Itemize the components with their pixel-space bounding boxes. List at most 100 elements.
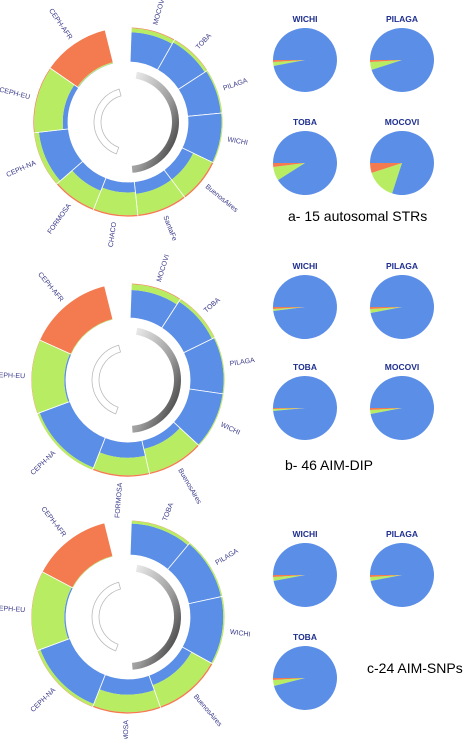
ring-label-wichi: WICHI xyxy=(227,136,249,146)
ring-bar-orange xyxy=(56,183,94,211)
pie-slice-green xyxy=(370,408,402,414)
ring-label-mocovi: MOCOVI xyxy=(156,254,171,283)
ring-segment-ceph-afr xyxy=(39,285,114,355)
ring-bar-blue xyxy=(182,596,224,664)
pie-slice-orange xyxy=(370,163,402,173)
pie-slice-orange xyxy=(370,575,402,578)
ring-bar-green xyxy=(93,452,150,476)
pie-title: PILAGA xyxy=(386,14,418,24)
pie-slice-green xyxy=(273,575,305,581)
ring-bar-blue xyxy=(157,42,205,90)
ring-bar-green xyxy=(212,113,223,163)
ring-segment-border xyxy=(41,522,114,589)
ring-segment-chaco xyxy=(92,177,139,218)
pie-title: WICHI xyxy=(292,14,317,24)
ring-bar-green xyxy=(34,68,75,133)
pie-slice-blue xyxy=(273,375,337,440)
pie-slice-green xyxy=(370,307,402,313)
pie-slice-blue xyxy=(370,131,434,195)
ring-bar-blue xyxy=(40,638,106,704)
pie-slice-orange xyxy=(370,307,402,310)
ring-label-ceph-afr: CEPH-AFR xyxy=(47,8,73,41)
ring-label-toba: TOBA xyxy=(162,502,175,522)
inner-outline-arc xyxy=(91,344,121,415)
ring-label-ceph-eu: CEPH-EU xyxy=(0,87,31,101)
pie-slice-blue xyxy=(370,275,434,340)
pie-title: PILAGA xyxy=(386,529,418,539)
pie-slice-orange xyxy=(273,408,305,410)
ring-bar-orange xyxy=(137,196,186,217)
ring-bar-orange xyxy=(33,67,51,133)
pie-slice-blue xyxy=(273,646,337,710)
ring-segment-ceph-afr xyxy=(41,522,114,589)
ring-label-ceph-na: CEPH-NA xyxy=(5,160,37,179)
ring-label-mocovi: MOCOVI xyxy=(152,0,166,26)
ring-bar-green xyxy=(213,337,225,394)
ring-label-ceph-afr: CEPH-AFR xyxy=(36,271,64,303)
pie-slice-blue xyxy=(273,28,337,93)
ring-bar-green xyxy=(34,132,61,184)
ring-bar-orange xyxy=(93,208,138,217)
pie-slice-green xyxy=(273,163,305,181)
ring-bar-blue xyxy=(161,301,212,353)
ring-segment-formosa xyxy=(91,437,151,478)
ring-bar-green xyxy=(57,170,101,209)
ring-bar-green xyxy=(135,179,185,215)
pie-toba: TOBA xyxy=(273,117,337,195)
ring-bar-blue xyxy=(167,543,222,604)
inner-outline-arc xyxy=(93,88,122,155)
pie-slice-orange xyxy=(273,163,305,168)
pie-slice-blue xyxy=(273,543,337,608)
ring-label-pilaga: PILAGA xyxy=(222,77,248,92)
ring-bar-blue xyxy=(72,161,106,191)
pie-wichi: WICHI xyxy=(273,261,337,340)
ring-segment-formosa xyxy=(55,160,107,211)
ring-label-buenosaires: BuenosAires xyxy=(176,468,202,506)
ring-bar-blue xyxy=(130,523,188,570)
ring-label-chaco: CHACO xyxy=(108,221,118,248)
panel-a: MOCOVI TOBA PILAGA WICHI BuenosAires SantaFe C… xyxy=(0,0,434,248)
pie-slice-green xyxy=(273,408,305,412)
pie-wichi: WICHI xyxy=(273,529,337,608)
ring-segment-border xyxy=(39,285,114,355)
ring-bar-blue xyxy=(99,674,155,695)
ring-label-pilaga: PILAGA xyxy=(214,548,240,567)
pie-slice-green xyxy=(273,60,305,66)
ring-bar-blue xyxy=(102,177,136,193)
pie-slice-orange xyxy=(273,307,305,310)
pie-title: WICHI xyxy=(292,261,317,271)
ring-segment-wichi xyxy=(181,595,226,665)
ring-bar-green xyxy=(143,427,198,473)
ring-label-ceph-na: CEPH-NA xyxy=(30,687,58,714)
ring-label-toba: TOBA xyxy=(195,32,213,51)
ring-bar-green xyxy=(31,572,72,651)
pie-slice-blue xyxy=(273,275,337,340)
pie-toba: TOBA xyxy=(273,632,337,710)
pie-wichi: WICHI xyxy=(273,14,337,93)
ring-bar-orange xyxy=(92,705,161,714)
ring-bar-blue xyxy=(130,32,173,70)
ring-label-buenosaires: BuenosAires xyxy=(204,184,240,215)
pie-mocovi: MOCOVI xyxy=(370,362,434,441)
pie-pilaga: PILAGA xyxy=(370,261,434,340)
ring-bar-green xyxy=(31,340,70,414)
inner-outline-arc xyxy=(91,581,121,652)
ring-label-ceph-eu: CEPH-EU xyxy=(0,605,25,614)
pie-mocovi: MOCOVI xyxy=(370,117,434,195)
inner-gray-arc xyxy=(132,327,182,433)
pie-slice-blue xyxy=(273,130,337,195)
ring-label-ceph-afr: CEPH-AFR xyxy=(39,506,67,538)
inner-gray-arc xyxy=(131,71,180,173)
ring-bar-blue xyxy=(64,353,72,403)
ring-label-ceph-na: CEPH-NA xyxy=(30,450,58,477)
ring-bar-green xyxy=(178,299,215,339)
ring-bar-blue xyxy=(62,84,79,130)
ring-label-wichi: WICHI xyxy=(229,629,250,639)
ring-bar-green xyxy=(131,284,181,305)
ring-bar-blue xyxy=(99,437,146,458)
ring-bar-green xyxy=(131,520,190,546)
pie-toba: TOBA xyxy=(273,362,337,440)
ring-bar-orange xyxy=(92,468,150,477)
ring-bar-orange xyxy=(39,285,113,354)
ring-bar-orange xyxy=(42,522,113,588)
